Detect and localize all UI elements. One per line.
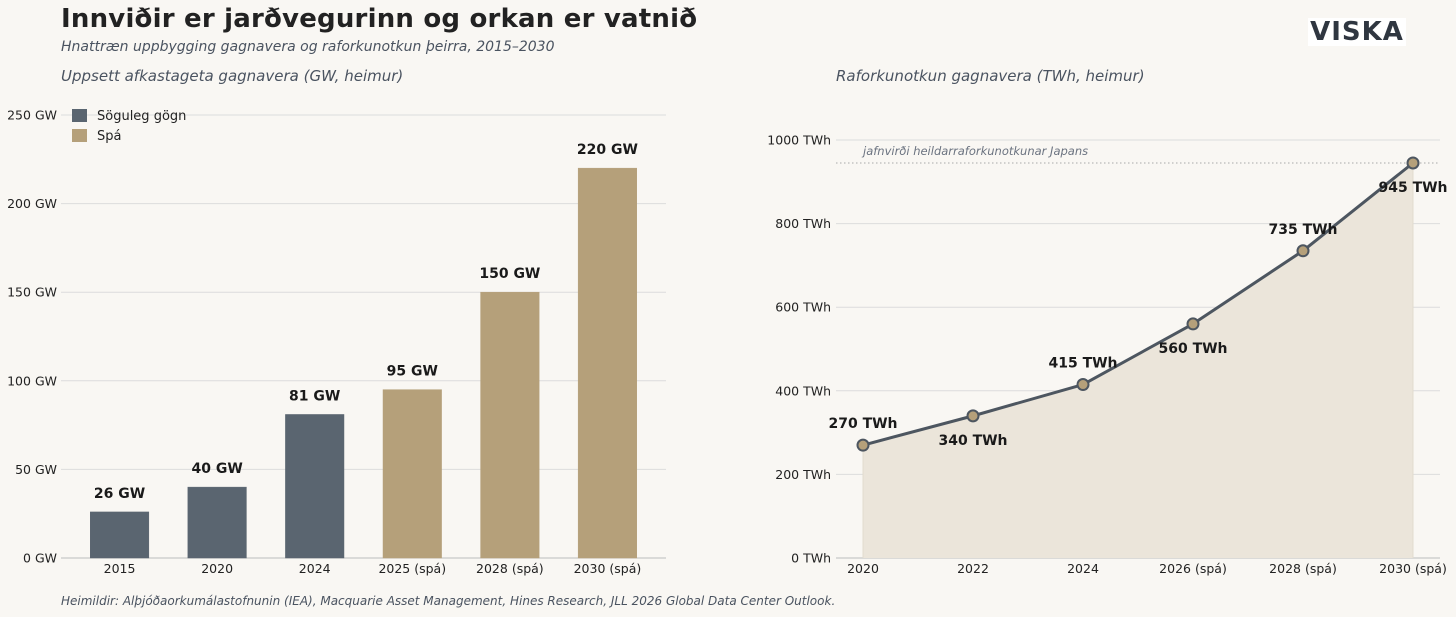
logo-text: VISKA	[1310, 17, 1404, 47]
point-value-label: 415 TWh	[1048, 356, 1117, 372]
bar-ytick-label: 0 GW	[23, 551, 57, 566]
point-value-label: 340 TWh	[938, 433, 1007, 449]
bar-value-label: 95 GW	[387, 364, 438, 380]
series-line	[862, 161, 1414, 447]
line-ytick-label: 1000 TWh	[767, 133, 831, 148]
bar-value-label: 40 GW	[191, 461, 242, 477]
bar-value-label: 150 GW	[479, 266, 540, 282]
bar-xtick-label: 2025 (spá)	[378, 561, 446, 576]
bar-xtick-label: 2024	[299, 561, 331, 576]
line-area-fill	[863, 162, 1413, 559]
bar-xtick-label: 2030 (spá)	[574, 561, 642, 576]
bar-xtick-label: 2028 (spá)	[476, 561, 544, 576]
data-point	[966, 409, 980, 423]
line-ytick-label: 600 TWh	[775, 300, 831, 315]
legend-label: Spá	[97, 129, 121, 144]
bar-value-label: 220 GW	[577, 142, 638, 158]
bar	[382, 389, 442, 559]
bar-chart-title: Uppsett afkastageta gagnavera (GW, heimu…	[61, 67, 404, 85]
bar-xtick-label: 2020	[201, 561, 233, 576]
line-ytick-label: 0 TWh	[791, 551, 831, 566]
legend-swatch	[72, 109, 87, 122]
reference-label: jafnvirði heildarraforkunotkunar Japans	[861, 144, 1088, 158]
point-value-label: 560 TWh	[1158, 341, 1227, 357]
line-ytick-label: 400 TWh	[775, 383, 831, 398]
line-xtick-label: 2026 (spá)	[1159, 561, 1227, 576]
line-chart-title: Raforkunotkun gagnavera (TWh, heimur)	[836, 67, 1145, 85]
line-xtick-label: 2028 (spá)	[1269, 561, 1337, 576]
bar-chart: 0 GW 50 GW 100 GW 150 GW 200 GW 250 GW 26 GW 20…	[7, 108, 666, 576]
line-xtick-label: 2030 (spá)	[1379, 561, 1447, 576]
data-point	[856, 438, 870, 452]
data-point	[1406, 156, 1420, 170]
bar-ytick-label: 100 GW	[7, 373, 57, 388]
line-chart: 0 TWh 200 TWh 400 TWh 600 TWh 800 TWh 1000 TW…	[767, 133, 1447, 577]
bar-ytick-label: 50 GW	[15, 462, 57, 477]
data-point	[1296, 244, 1310, 258]
legend-swatch	[72, 129, 87, 142]
line-xtick-label: 2024	[1067, 561, 1099, 576]
bar-xtick-label: 2015	[104, 561, 136, 576]
bar-ytick-label: 200 GW	[7, 196, 57, 211]
line-ytick-label: 200 TWh	[775, 467, 831, 482]
point-value-label: 270 TWh	[828, 416, 897, 432]
page-subtitle: Hnattræn uppbygging gagnavera og raforku…	[61, 39, 555, 55]
legend-label: Söguleg gögn	[97, 109, 186, 124]
bar	[577, 167, 637, 559]
line-xtick-label: 2020	[847, 561, 879, 576]
logo: VISKA	[1308, 18, 1406, 46]
data-point	[1186, 317, 1200, 331]
bar	[480, 291, 540, 559]
bar-value-label: 26 GW	[94, 486, 145, 502]
bar-value-label: 81 GW	[289, 388, 340, 404]
source-note: Heimildir: Alþjóðaorkumálastofnunin (IEA…	[61, 594, 836, 608]
bar	[285, 414, 345, 559]
point-value-label: 945 TWh	[1378, 180, 1447, 196]
bar-ytick-label: 250 GW	[7, 108, 57, 123]
data-point	[1076, 378, 1090, 392]
bar	[90, 511, 150, 559]
line-ytick-label: 800 TWh	[775, 216, 831, 231]
line-xtick-label: 2022	[957, 561, 989, 576]
point-value-label: 735 TWh	[1268, 222, 1337, 238]
bar	[187, 486, 247, 559]
page-title: Innviðir er jarðvegurinn og orkan er vat…	[61, 4, 698, 34]
bar-ytick-label: 150 GW	[7, 285, 57, 300]
